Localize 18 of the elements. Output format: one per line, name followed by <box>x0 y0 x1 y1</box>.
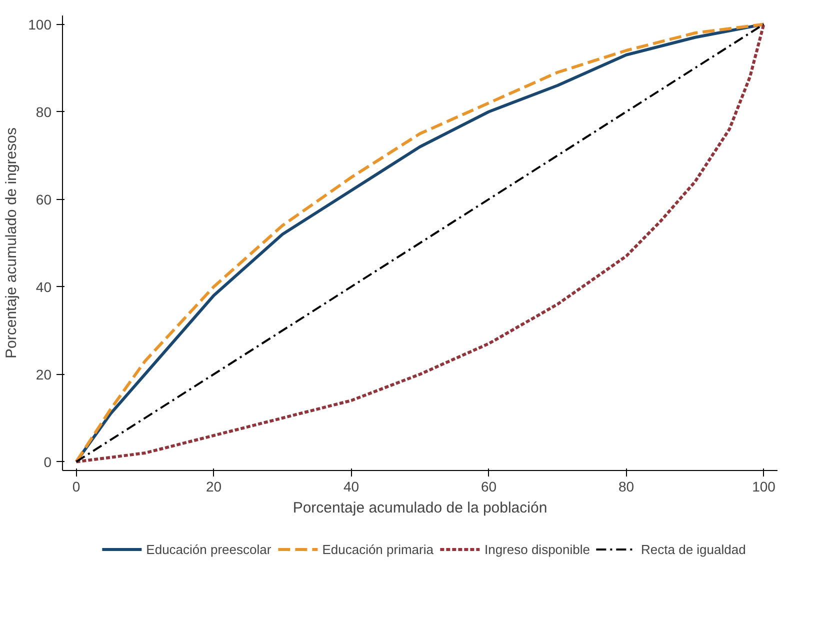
y-tick-label: 60 <box>36 191 52 208</box>
x-tick-label: 40 <box>343 478 360 494</box>
y-tick-label: 100 <box>28 16 52 32</box>
y-tick-label: 80 <box>36 104 52 120</box>
legend-label: Recta de igualdad <box>641 542 746 556</box>
legend-label: Educación preescolar <box>146 542 272 556</box>
x-tick-label: 80 <box>618 478 634 494</box>
y-axis-title: Porcentaje acumulado de ingresos <box>3 128 20 358</box>
x-tick-label: 20 <box>206 478 222 494</box>
legend-label: Educación primaria <box>322 542 434 556</box>
x-tick-label: 0 <box>72 478 80 494</box>
x-tick-label: 100 <box>752 478 776 494</box>
x-axis-title: Porcentaje acumulado de la población <box>292 500 548 516</box>
y-tick-label: 40 <box>36 278 52 295</box>
x-tick-label: 60 <box>480 478 497 494</box>
legend-label: Ingreso disponible <box>484 542 590 556</box>
y-tick-label: 20 <box>36 366 52 382</box>
y-tick-label: 0 <box>44 454 52 470</box>
